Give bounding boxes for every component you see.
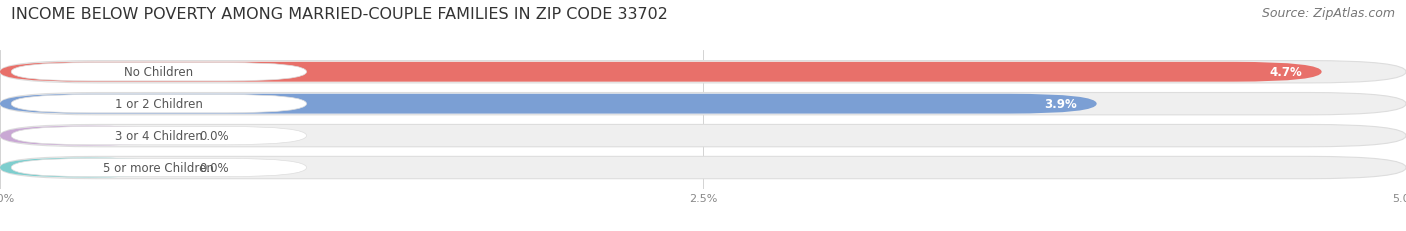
FancyBboxPatch shape xyxy=(0,63,1322,82)
FancyBboxPatch shape xyxy=(0,93,1406,115)
FancyBboxPatch shape xyxy=(0,94,1097,114)
FancyBboxPatch shape xyxy=(11,63,307,82)
Text: 0.0%: 0.0% xyxy=(200,130,229,143)
FancyBboxPatch shape xyxy=(11,127,307,145)
Text: 3 or 4 Children: 3 or 4 Children xyxy=(115,130,202,143)
Text: 1 or 2 Children: 1 or 2 Children xyxy=(115,98,202,111)
FancyBboxPatch shape xyxy=(0,157,1406,179)
FancyBboxPatch shape xyxy=(0,125,1406,147)
Text: Source: ZipAtlas.com: Source: ZipAtlas.com xyxy=(1261,7,1395,20)
FancyBboxPatch shape xyxy=(0,61,1406,84)
FancyBboxPatch shape xyxy=(11,95,307,113)
FancyBboxPatch shape xyxy=(0,158,177,178)
Text: 5 or more Children: 5 or more Children xyxy=(104,161,214,174)
Text: 4.7%: 4.7% xyxy=(1270,66,1302,79)
Text: INCOME BELOW POVERTY AMONG MARRIED-COUPLE FAMILIES IN ZIP CODE 33702: INCOME BELOW POVERTY AMONG MARRIED-COUPL… xyxy=(11,7,668,22)
FancyBboxPatch shape xyxy=(11,159,307,177)
Text: 3.9%: 3.9% xyxy=(1045,98,1077,111)
FancyBboxPatch shape xyxy=(0,126,177,146)
Text: 0.0%: 0.0% xyxy=(200,161,229,174)
Text: No Children: No Children xyxy=(124,66,194,79)
